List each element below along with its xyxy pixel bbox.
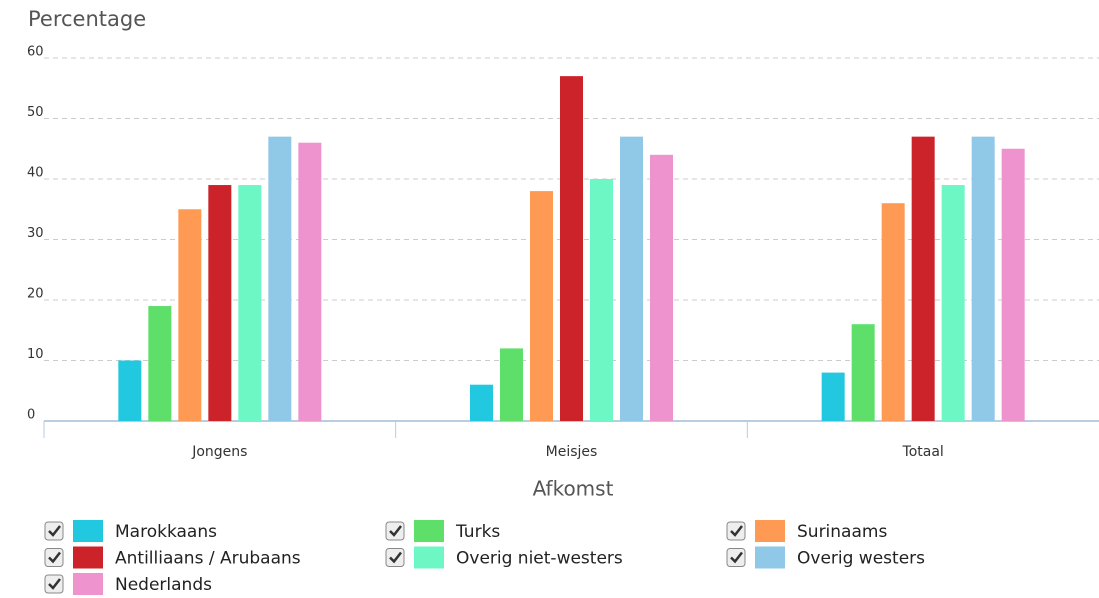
legend-label[interactable]: Nederlands: [115, 575, 212, 595]
bar: [881, 203, 905, 421]
legend-swatch[interactable]: [73, 520, 103, 542]
legend-label[interactable]: Overig westers: [797, 549, 925, 569]
bar: [500, 348, 523, 421]
y-axis-title: Percentage: [28, 7, 146, 31]
legend-checkbox[interactable]: [44, 548, 64, 567]
legend-check: [389, 551, 402, 564]
bar: [941, 185, 965, 421]
bar: [590, 179, 613, 421]
legend-swatch[interactable]: [414, 520, 444, 542]
legend-checkbox[interactable]: [385, 548, 405, 567]
bar: [178, 209, 202, 421]
y-tick-label: 30: [27, 226, 44, 241]
legend-check: [730, 551, 743, 564]
legend-checkbox[interactable]: [44, 574, 64, 594]
legend-swatch[interactable]: [755, 520, 785, 542]
y-tick-label: 0: [27, 408, 35, 423]
bar: [1001, 148, 1025, 421]
legend-label[interactable]: Overig niet-westers: [456, 549, 623, 569]
bar: [911, 136, 935, 421]
y-tick-label: 10: [27, 347, 44, 362]
legend-checkbox[interactable]: [385, 521, 405, 541]
y-tick-label: 20: [27, 287, 44, 302]
y-tick-label: 60: [27, 45, 44, 60]
bar: [208, 185, 232, 421]
y-tick-label: 40: [27, 166, 44, 181]
legend-label[interactable]: Turks: [455, 522, 500, 542]
legend-check: [48, 578, 61, 590]
bar: [118, 360, 142, 421]
legend-check: [730, 525, 743, 537]
bar: [560, 76, 583, 422]
bar: [148, 306, 172, 421]
legend-checkbox[interactable]: [726, 521, 746, 541]
bar: [971, 136, 995, 421]
legend-swatch[interactable]: [73, 573, 103, 595]
legend-checkbox[interactable]: [44, 521, 64, 541]
bar: [238, 185, 262, 421]
legend-label[interactable]: Antilliaans / Arubaans: [115, 549, 301, 569]
x-tick-label: Jongens: [191, 444, 247, 460]
legend-swatch[interactable]: [73, 546, 103, 569]
legend-label[interactable]: Surinaams: [797, 522, 887, 542]
legend-check: [389, 525, 402, 537]
legend-checkbox[interactable]: [726, 548, 746, 567]
bar: [470, 384, 493, 421]
bar: [851, 324, 875, 421]
bar: [821, 372, 845, 421]
legend-swatch[interactable]: [414, 546, 444, 569]
legend-check: [48, 551, 61, 564]
bar: [268, 136, 292, 421]
x-tick-label: Totaal: [902, 444, 944, 460]
bar: [650, 154, 673, 422]
legend-label[interactable]: Marokkaans: [115, 522, 217, 542]
legend-check: [48, 525, 61, 537]
bar: [620, 136, 643, 421]
legend-swatch[interactable]: [755, 546, 785, 569]
bar: [530, 191, 553, 421]
x-axis-title: Afkomst: [533, 477, 614, 501]
x-tick-label: Meisjes: [546, 444, 598, 460]
y-tick-label: 50: [27, 105, 44, 120]
bar: [298, 142, 322, 421]
